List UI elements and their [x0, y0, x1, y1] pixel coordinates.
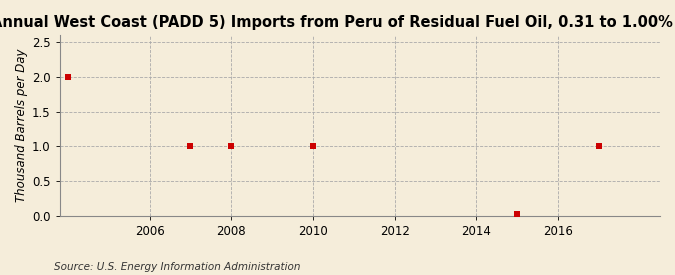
Y-axis label: Thousand Barrels per Day: Thousand Barrels per Day: [15, 49, 28, 202]
Text: Source: U.S. Energy Information Administration: Source: U.S. Energy Information Administ…: [54, 262, 300, 272]
Title: Annual West Coast (PADD 5) Imports from Peru of Residual Fuel Oil, 0.31 to 1.00%: Annual West Coast (PADD 5) Imports from …: [0, 15, 675, 30]
